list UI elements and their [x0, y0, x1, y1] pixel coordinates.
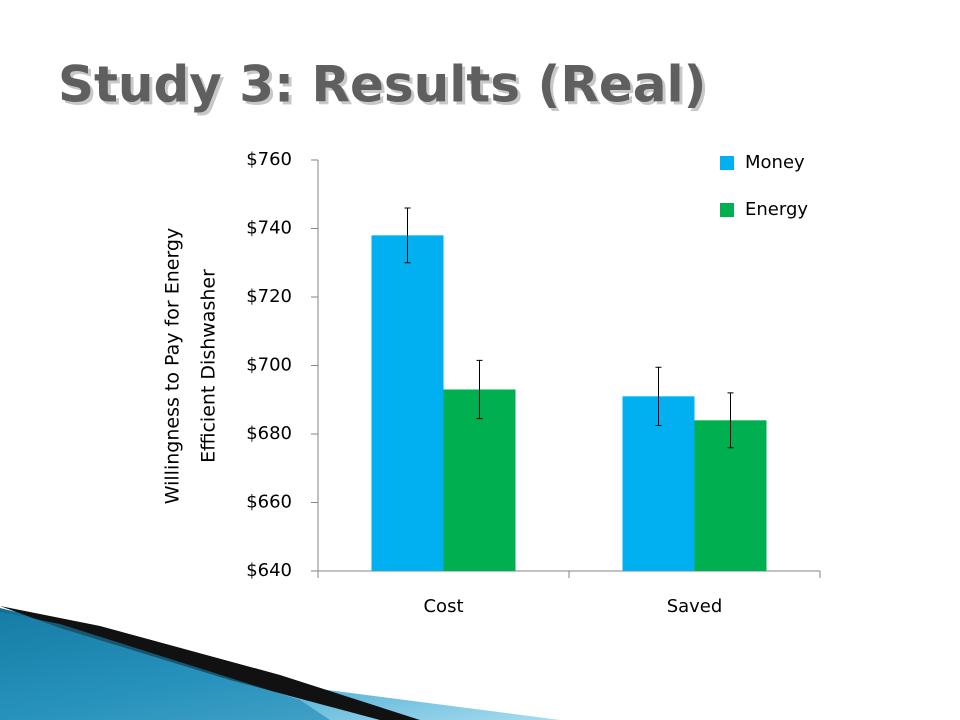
y-tick-label: $640 [246, 560, 292, 581]
bar [371, 235, 444, 571]
y-tick-label: $680 [246, 423, 292, 444]
y-axis-title: Willingness to Pay for Energy [162, 228, 184, 504]
legend-label: Money [745, 152, 805, 173]
decoration [0, 606, 560, 720]
legend-swatch [720, 156, 734, 170]
y-axis-title-line: Willingness to Pay for Energy [162, 228, 184, 504]
error-bar [404, 207, 411, 264]
error-bar [476, 359, 483, 420]
legend-label: Energy [745, 199, 808, 220]
y-tick-label: $760 [246, 149, 292, 170]
y-tick-label: $720 [246, 286, 292, 307]
y-tick-label: $740 [246, 218, 292, 239]
legend-swatch [720, 203, 734, 217]
x-tick-label: Saved [667, 596, 723, 617]
error-bar [727, 392, 734, 449]
x-tick-label: Cost [423, 596, 463, 617]
error-bar [655, 366, 662, 426]
title-shadow: Study 3: Results (Real) [61, 59, 709, 117]
y-axis-title-line: Efficient Dishwasher [198, 269, 220, 463]
bar [443, 389, 516, 571]
y-tick-label: $700 [246, 355, 292, 376]
y-tick-label: $660 [246, 492, 292, 513]
y-axis-title: Efficient Dishwasher [198, 269, 220, 463]
chart-title: Study 3: Results (Real) [58, 56, 706, 114]
